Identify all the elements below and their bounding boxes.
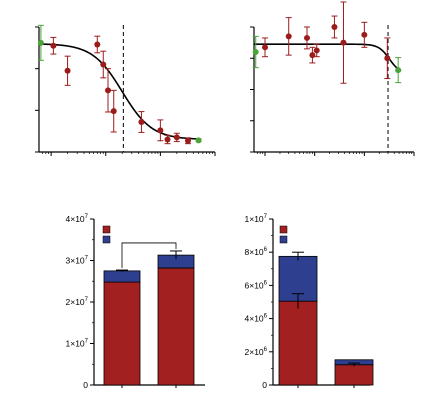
y-tick-label: 1×107 (66, 339, 89, 349)
data-point (340, 39, 347, 46)
y-tick-mantissa: 1×10 (66, 339, 85, 349)
bar-labeled (103, 281, 141, 386)
y-tick-mantissa: 3×10 (66, 256, 85, 266)
panel-b (250, 1, 415, 156)
y-tick-mantissa: 4×10 (245, 314, 264, 324)
y-tick-mantissa: 4×10 (66, 214, 85, 224)
fit-curve (254, 43, 402, 72)
y-tick-label: 1×107 (245, 214, 268, 224)
control-point (395, 67, 402, 74)
y-tick-exponent: 7 (85, 339, 89, 345)
data-point (303, 34, 310, 41)
control-point (252, 49, 259, 55)
y-tick-exponent: 6 (264, 347, 268, 353)
data-point (50, 42, 57, 49)
data-point (157, 127, 164, 134)
panel-a (35, 24, 216, 156)
y-tick-mantissa: 2×10 (66, 297, 85, 307)
y-tick-label: 6×106 (245, 280, 268, 290)
y-tick-exponent: 7 (85, 256, 89, 262)
data-point (384, 55, 391, 62)
y-tick-exponent: 6 (264, 314, 268, 320)
bar-labeled (157, 267, 195, 386)
legend-swatch (279, 235, 288, 244)
y-tick-exponent: 6 (264, 280, 268, 286)
fit-curve (38, 43, 201, 140)
data-point (164, 136, 171, 143)
y-tick-label: 2×107 (66, 297, 89, 307)
y-tick-mantissa: 6×10 (245, 280, 264, 290)
legend-swatch (102, 235, 111, 244)
y-tick-mantissa: 8×10 (245, 247, 264, 257)
data-point (64, 67, 71, 74)
y-tick-exponent: 7 (85, 214, 89, 220)
y-tick-label: 8×106 (245, 247, 268, 257)
control-point (37, 39, 44, 46)
data-point (313, 47, 320, 54)
data-point (262, 44, 269, 51)
data-point (361, 31, 368, 38)
y-tick-label: 4×106 (245, 314, 268, 324)
y-tick-exponent: 7 (264, 214, 268, 220)
legend-swatch (102, 225, 111, 234)
bar-labeled (334, 364, 374, 386)
data-point (285, 33, 292, 40)
y-tick-label: 0 (262, 380, 267, 390)
bar-unlabeled (103, 270, 141, 283)
control-point (195, 137, 202, 144)
data-point (184, 137, 191, 144)
data-point (100, 61, 107, 68)
y-tick-mantissa: 2×10 (245, 347, 264, 357)
y-tick-label: 4×107 (66, 214, 89, 224)
y-tick-mantissa: 1×10 (245, 214, 264, 224)
y-tick-mantissa: 0 (83, 380, 88, 390)
y-tick-label: 2×106 (245, 347, 268, 357)
y-tick-exponent: 6 (264, 247, 268, 253)
y-tick-label: 0 (83, 380, 88, 390)
legend-swatch (279, 225, 288, 234)
data-point (173, 134, 180, 141)
bar-labeled (278, 300, 318, 386)
data-point (105, 87, 112, 94)
y-tick-label: 3×107 (66, 256, 89, 266)
data-point (309, 52, 316, 59)
data-point (110, 108, 117, 115)
significance-bracket (121, 242, 177, 269)
data-point (331, 24, 338, 30)
y-tick-exponent: 7 (85, 297, 89, 303)
y-tick-mantissa: 0 (262, 380, 267, 390)
data-point (138, 119, 145, 125)
data-point (94, 41, 101, 48)
